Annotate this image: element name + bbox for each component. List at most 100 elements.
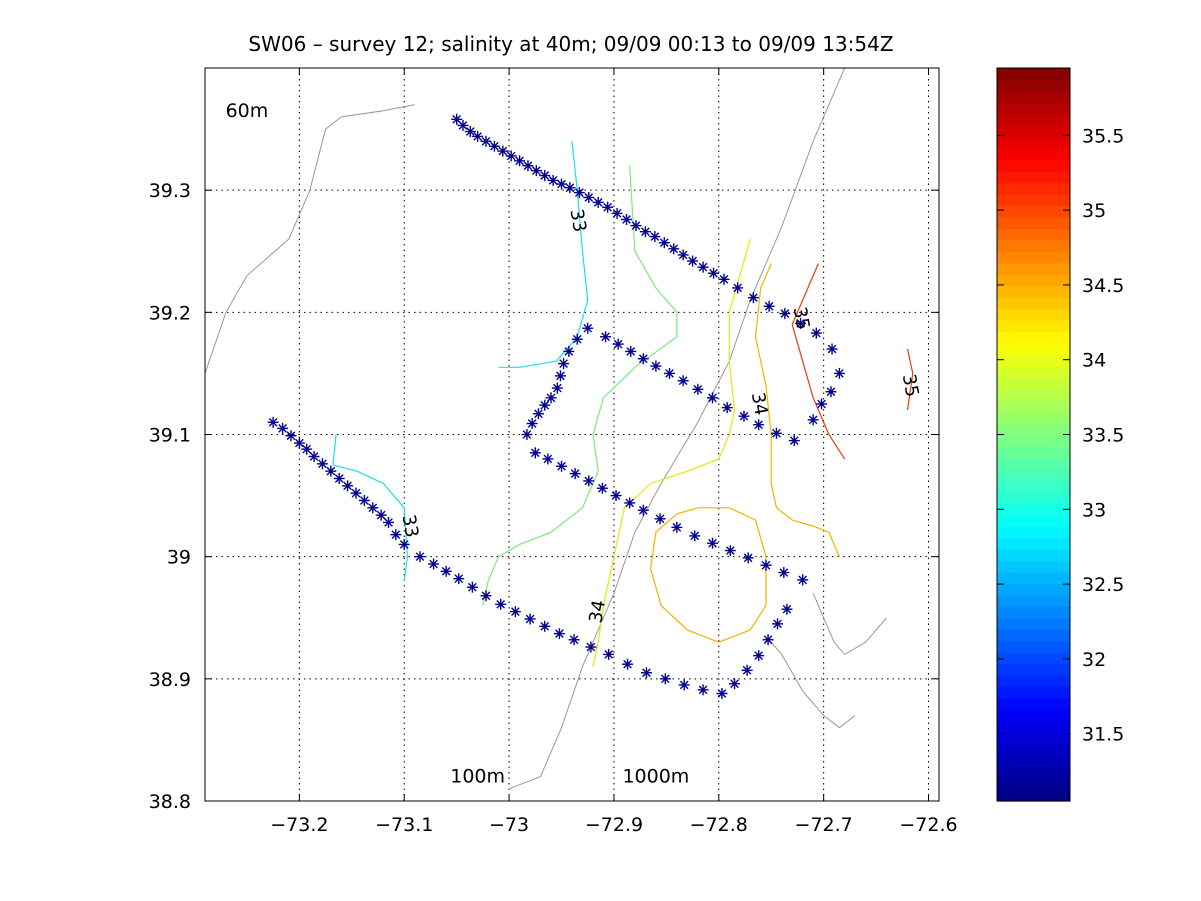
station-marker <box>440 565 452 577</box>
station-marker <box>333 472 345 484</box>
colorbar-band <box>997 102 1070 115</box>
colorbar-band <box>997 514 1070 527</box>
station-marker <box>573 187 585 199</box>
colorbar-band <box>997 778 1070 791</box>
station-marker <box>707 537 719 549</box>
colorbar-band <box>997 652 1070 665</box>
station-marker <box>539 399 551 411</box>
colorbar-band <box>997 537 1070 550</box>
salinity-contour-line <box>791 263 846 460</box>
colorbar-band <box>997 251 1070 264</box>
station-marker <box>640 667 652 679</box>
y-axis-ticks: 38.8 38.9 39 39.1 39.2 39.3 <box>149 180 939 813</box>
station-marker <box>708 267 720 279</box>
station-marker <box>612 338 624 350</box>
station-marker <box>514 155 526 167</box>
station-marker <box>285 430 297 442</box>
colorbar-band <box>997 90 1070 103</box>
station-marker <box>569 468 581 480</box>
colorbar-band <box>997 171 1070 184</box>
station-marker <box>390 529 402 541</box>
colorbar-band <box>997 79 1070 92</box>
station-marker <box>630 220 642 232</box>
colorbar-band <box>997 571 1070 584</box>
station-marker <box>539 170 551 182</box>
colorbar-band <box>997 377 1070 390</box>
y-tick-label: 39.2 <box>149 302 191 324</box>
x-tick-label: −72.8 <box>690 814 748 836</box>
station-marker <box>797 574 809 586</box>
station-marker <box>308 450 320 462</box>
station-marker <box>622 658 634 670</box>
station-marker <box>480 590 492 602</box>
colorbar-band <box>997 663 1070 676</box>
station-marker <box>639 226 651 238</box>
station-marker <box>741 664 753 676</box>
station-marker <box>554 370 566 382</box>
station-marker <box>428 558 440 570</box>
colorbar-band <box>997 720 1070 733</box>
station-markers <box>267 113 845 699</box>
station-marker <box>267 416 279 428</box>
station-marker <box>677 375 689 387</box>
station-marker <box>316 458 328 470</box>
colorbar-band <box>997 239 1070 252</box>
station-marker <box>277 422 289 434</box>
colorbar: 31.5 32 32.5 33 33.5 34 34.5 35 35.5 <box>996 67 1124 802</box>
station-marker <box>816 398 828 410</box>
station-marker <box>480 135 492 147</box>
colorbar-gradient <box>997 68 1070 802</box>
colorbar-band <box>997 755 1070 768</box>
isobath-line <box>205 104 415 374</box>
y-tick-label: 39.1 <box>149 425 191 447</box>
station-marker <box>542 453 554 465</box>
station-marker <box>582 322 594 334</box>
colorbar-band <box>997 205 1070 218</box>
colorbar-band <box>997 274 1070 287</box>
station-marker <box>524 613 536 625</box>
station-marker <box>414 551 426 563</box>
y-tick-label: 38.9 <box>149 669 191 691</box>
station-marker <box>770 427 782 439</box>
station-marker <box>568 634 580 646</box>
isobath-lines <box>205 68 887 790</box>
station-marker <box>716 687 728 699</box>
grid <box>205 68 939 801</box>
depth-labels: 60m 100m 1000m <box>226 100 690 788</box>
colorbar-band <box>997 159 1070 172</box>
colorbar-tick-label: 32.5 <box>1082 574 1124 596</box>
colorbar-band <box>997 411 1070 424</box>
salinity-contour-line <box>754 263 840 557</box>
colorbar-band <box>997 331 1070 344</box>
station-marker <box>529 447 541 459</box>
colorbar-band <box>997 388 1070 401</box>
isobath-line <box>770 641 856 729</box>
depth-label: 100m <box>450 766 505 788</box>
station-marker <box>358 494 370 506</box>
station-marker <box>697 684 709 696</box>
colorbar-band <box>997 766 1070 779</box>
contour-label: 34 <box>585 598 610 624</box>
x-tick-label: −73.2 <box>270 814 328 836</box>
station-marker <box>624 497 636 509</box>
station-marker <box>625 345 637 357</box>
station-marker <box>718 273 730 285</box>
colorbar-band <box>997 216 1070 229</box>
colorbar-tick-label: 33.5 <box>1082 425 1124 447</box>
station-marker <box>585 641 597 653</box>
station-marker <box>564 182 576 194</box>
station-marker <box>457 119 469 131</box>
colorbar-band <box>997 193 1070 207</box>
station-marker <box>724 545 736 557</box>
colorbar-band <box>997 342 1070 355</box>
colorbar-tick-label: 31.5 <box>1082 724 1124 746</box>
station-marker <box>668 243 680 255</box>
colorbar-band <box>997 423 1070 436</box>
station-marker <box>826 343 838 355</box>
salinity-contour-line <box>592 238 751 667</box>
depth-label: 1000m <box>622 766 689 788</box>
isobath-line <box>508 68 846 790</box>
station-marker <box>637 353 649 365</box>
station-marker <box>610 490 622 502</box>
